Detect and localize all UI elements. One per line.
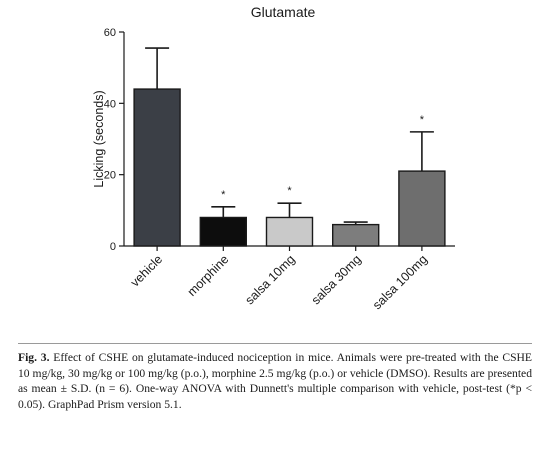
y-tick-label: 40 (104, 98, 116, 110)
y-tick-label: 60 (104, 27, 116, 39)
bar (265, 216, 314, 247)
bar-chart: Glutamate Licking (seconds) 0 20 40 60 * ** … (92, 4, 455, 312)
bar (199, 216, 248, 247)
x-tick-label: morphine (185, 252, 232, 299)
bar (332, 223, 380, 247)
y-axis-label: Licking (seconds) (92, 90, 106, 187)
caption-rule (18, 343, 532, 344)
y-tick-label: 20 (104, 170, 116, 182)
figure-caption: Fig. 3. Effect of CSHE on glutamate-indu… (18, 350, 532, 412)
bars: * * * (133, 47, 446, 247)
chart-title: Glutamate (251, 4, 316, 20)
x-tick-label: salsa 30mg (309, 252, 364, 307)
x-tick-labels: vehicle morphine salsa 10mg salsa 30mg salsa… (128, 246, 430, 312)
significance-marker: * (287, 185, 292, 197)
bar (398, 170, 446, 247)
bar (133, 88, 181, 247)
caption-label: Fig. 3. (18, 351, 50, 364)
significance-marker: * (420, 114, 425, 126)
y-tick-label: 0 (110, 241, 116, 253)
significance-marker: * (221, 189, 226, 201)
x-tick-label: salsa 100mg (370, 252, 430, 312)
x-tick-label: vehicle (128, 252, 165, 289)
x-tick-label: salsa 10mg (243, 252, 298, 307)
caption-text: Effect of CSHE on glutamate-induced noci… (18, 351, 533, 411)
